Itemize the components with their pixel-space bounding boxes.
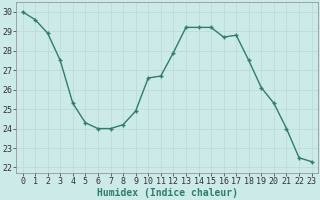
X-axis label: Humidex (Indice chaleur): Humidex (Indice chaleur) — [97, 188, 237, 198]
